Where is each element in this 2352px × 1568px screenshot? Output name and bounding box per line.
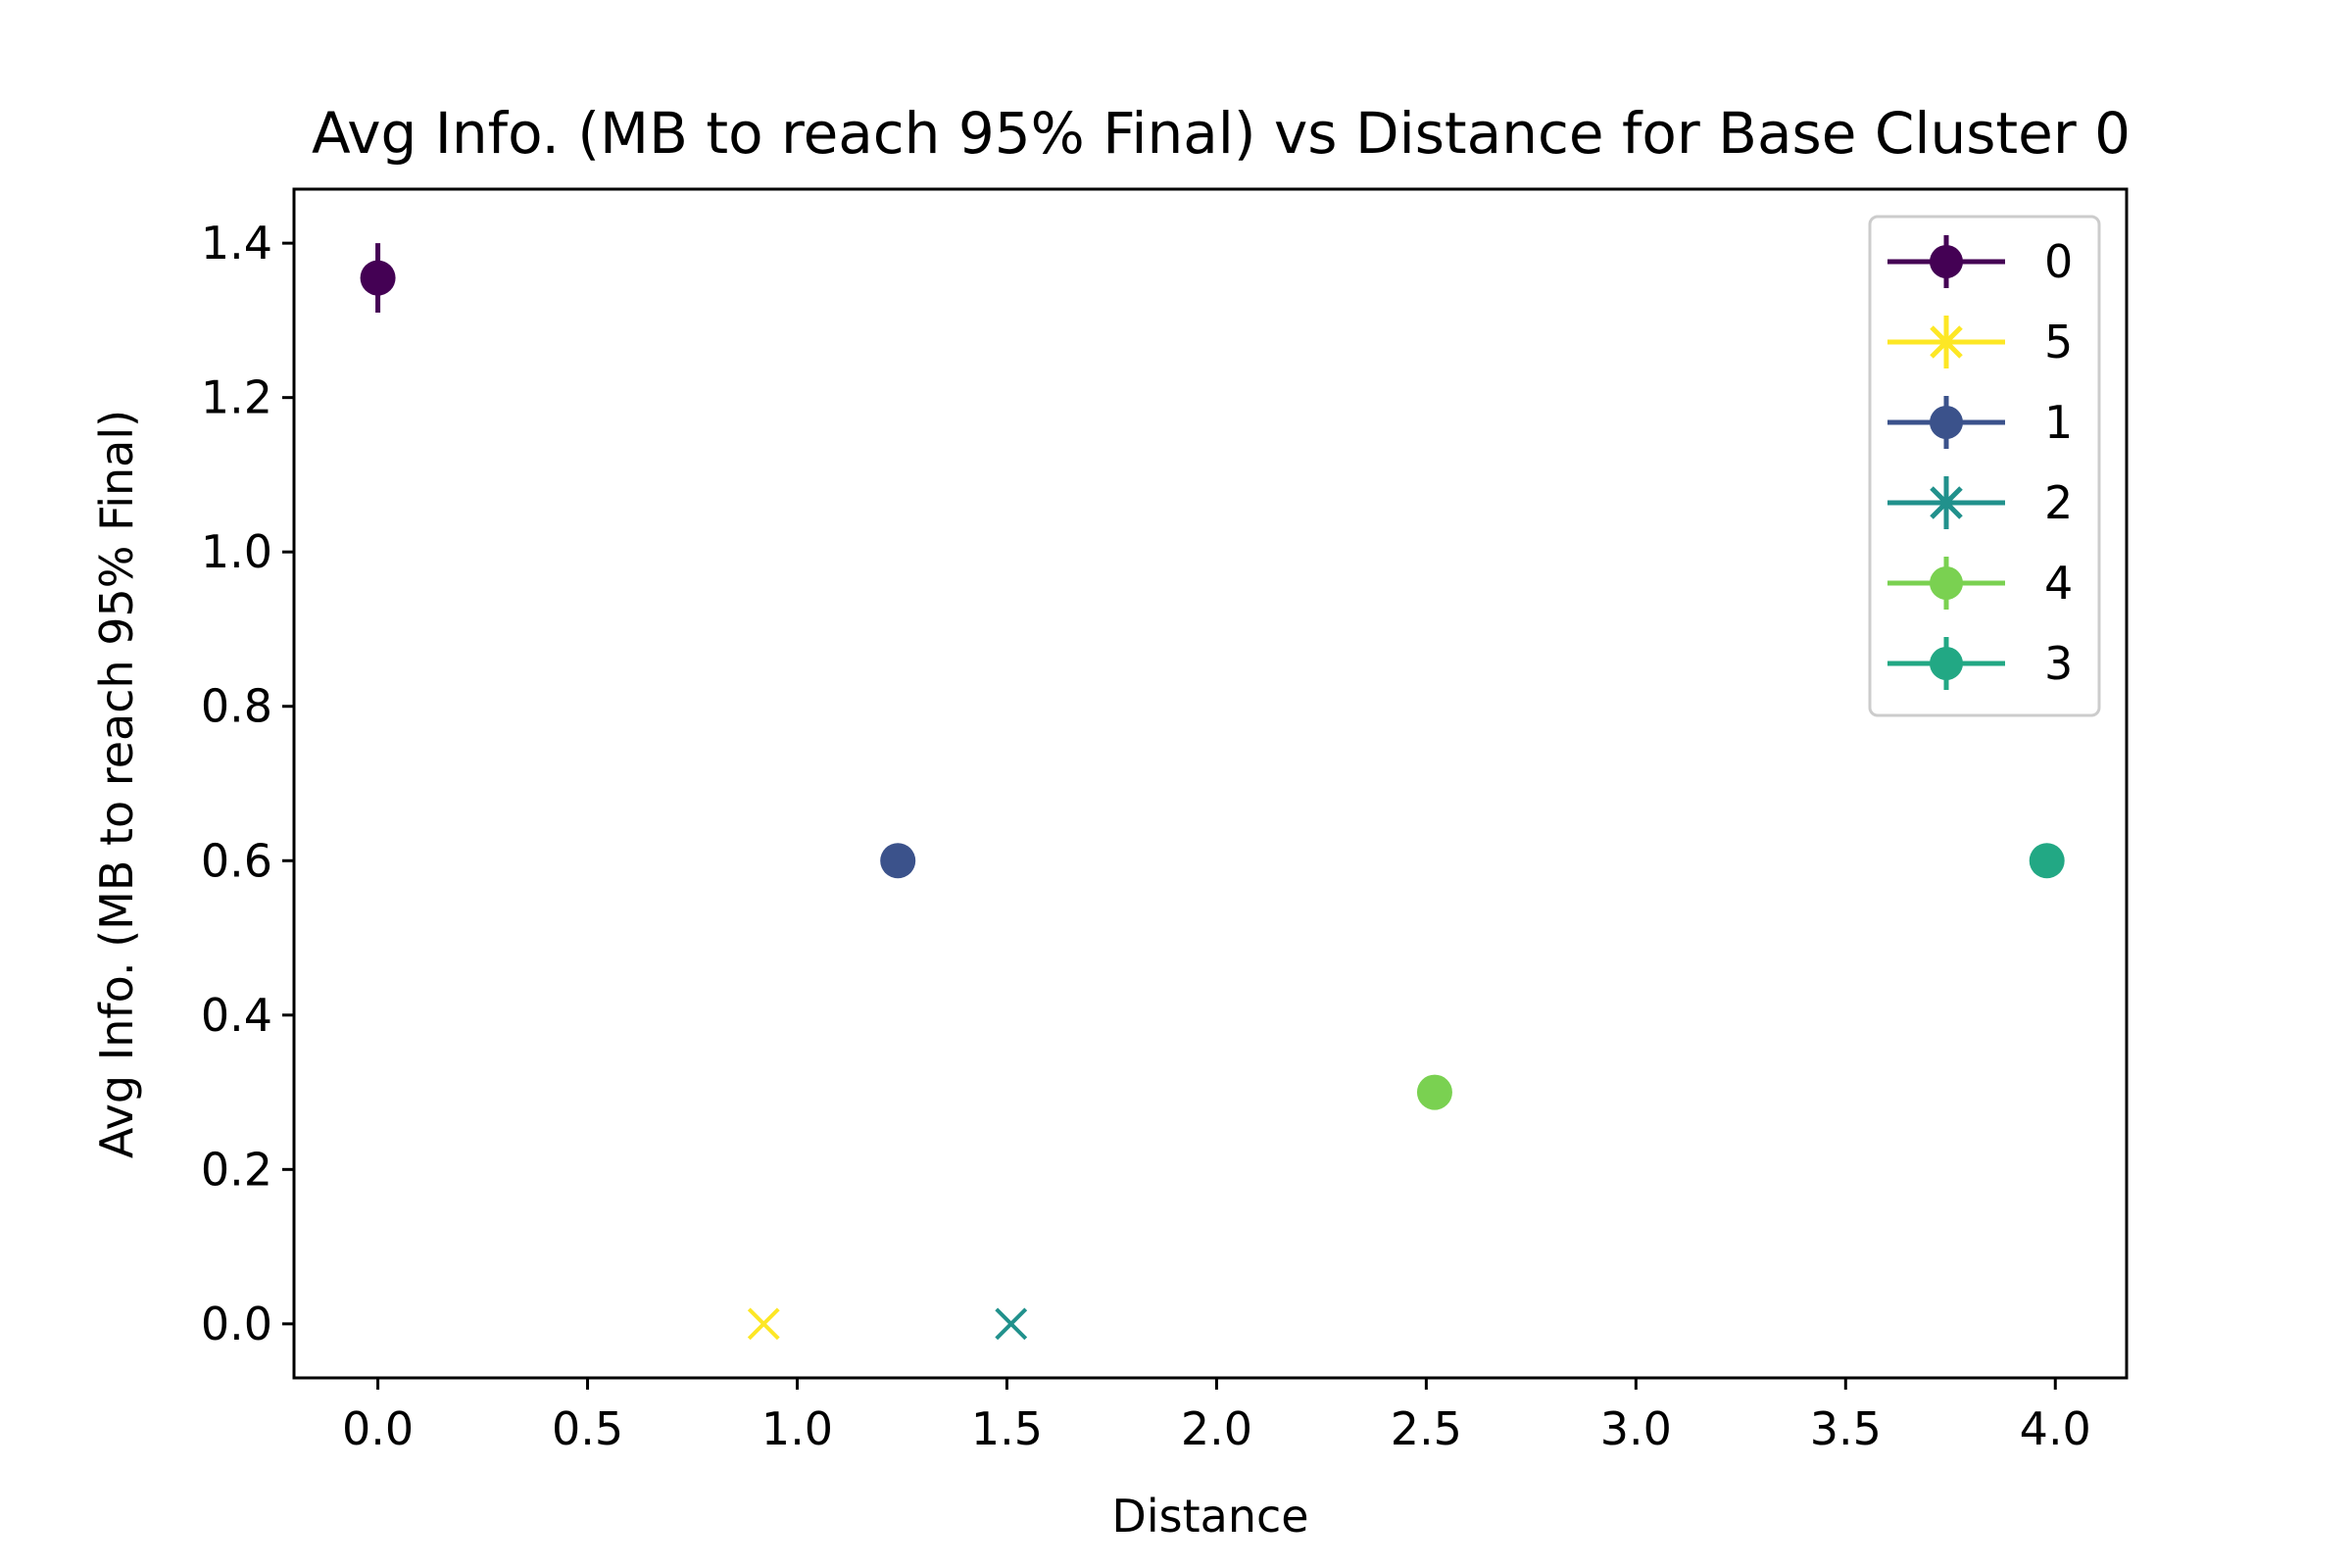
data-points (360, 243, 2065, 1341)
legend-marker (1930, 647, 1963, 680)
legend-label: 5 (2044, 316, 2073, 368)
data-point (880, 843, 916, 879)
legend-label: 1 (2044, 396, 2073, 449)
x-axis-ticks: 0.0 0.5 1.0 1.5 2.0 2.5 3.0 3.5 4.0 (342, 1378, 2091, 1455)
data-point (360, 260, 396, 296)
x-tick-label: 2.0 (1181, 1402, 1252, 1455)
legend-items: 0 5 1 2 4 3 (1887, 235, 2073, 690)
y-axis-ticks: 0.0 0.2 0.4 0.6 0.8 1.0 1.2 1.4 (201, 217, 294, 1350)
x-tick-label: 1.5 (971, 1402, 1043, 1455)
data-point (2029, 843, 2065, 879)
legend-marker (1930, 566, 1963, 600)
legend-marker (1930, 476, 1963, 529)
plot-area-frame (292, 187, 2129, 1380)
y-tick-label: 1.2 (201, 371, 272, 424)
x-axis-label: Distance (1111, 1490, 1308, 1543)
y-axis-label: Avg Info. (MB to reach 95% Final) (90, 410, 143, 1158)
y-tick-label: 1.4 (201, 217, 272, 270)
x-tick-label: 4.0 (2020, 1402, 2091, 1455)
x-tick-label: 2.5 (1391, 1402, 1462, 1455)
legend-marker (1930, 406, 1963, 439)
legend: 0 5 1 2 4 3 (1868, 215, 2101, 717)
x-tick-label: 3.5 (1810, 1402, 1882, 1455)
data-point (995, 1307, 1028, 1341)
legend-label: 0 (2044, 235, 2073, 288)
x-tick-label: 0.5 (552, 1402, 623, 1455)
data-point (747, 1307, 780, 1341)
chart-title: Avg Info. (MB to reach 95% Final) vs Dis… (312, 100, 2131, 167)
y-tick-label: 0.0 (201, 1298, 272, 1350)
legend-label: 4 (2044, 557, 2073, 610)
y-tick-label: 0.2 (201, 1143, 272, 1196)
x-tick-label: 0.0 (342, 1402, 414, 1455)
legend-label: 2 (2044, 476, 2073, 529)
x-tick-label: 3.0 (1600, 1402, 1672, 1455)
y-tick-label: 0.6 (201, 834, 272, 887)
data-point (1416, 1074, 1452, 1110)
x-tick-label: 1.0 (761, 1402, 833, 1455)
legend-marker (1930, 245, 1963, 278)
y-tick-label: 0.8 (201, 680, 272, 733)
legend-marker (1930, 316, 1963, 368)
y-tick-label: 1.0 (201, 525, 272, 578)
y-tick-label: 0.4 (201, 989, 272, 1042)
legend-label: 3 (2044, 637, 2073, 690)
